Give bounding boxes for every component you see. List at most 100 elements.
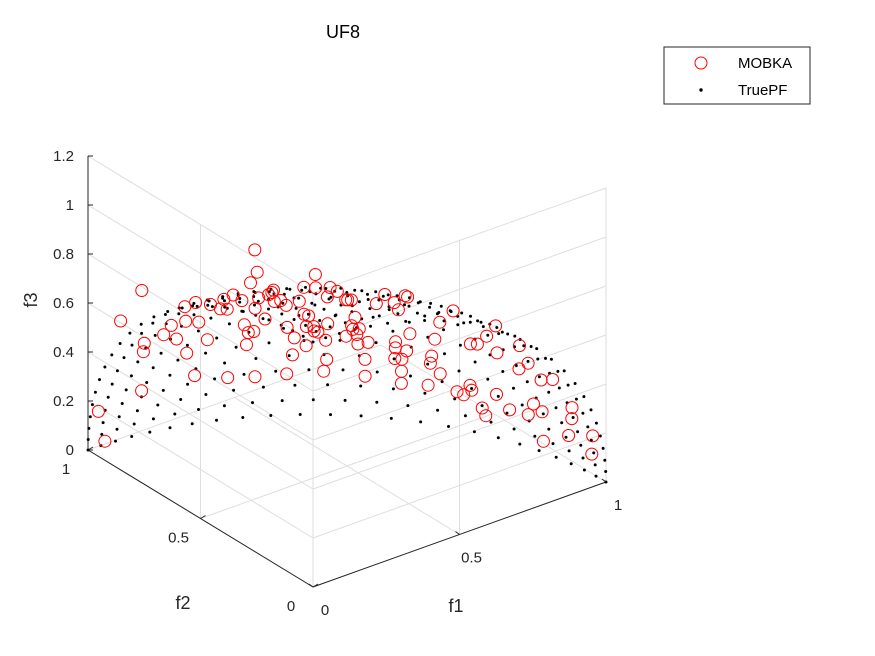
- truepf-point: [357, 300, 361, 304]
- truepf-point: [148, 430, 152, 434]
- truepf-point: [223, 299, 226, 303]
- truepf-point: [479, 320, 483, 324]
- mobka-point: [350, 328, 364, 341]
- truepf-point: [322, 307, 326, 311]
- truepf-point: [598, 434, 602, 438]
- mobka-point: [339, 329, 353, 343]
- truepf-point: [571, 416, 575, 419]
- truepf-point: [232, 388, 236, 392]
- mobka-point: [308, 268, 322, 281]
- truepf-point: [310, 301, 314, 305]
- truepf-point: [567, 449, 571, 453]
- truepf-point: [439, 304, 443, 308]
- truepf-point: [261, 317, 265, 321]
- truepf-point: [500, 330, 504, 334]
- truepf-point: [285, 287, 289, 291]
- truepf-point: [215, 418, 218, 422]
- truepf-point: [375, 400, 379, 404]
- mobka-point: [535, 405, 549, 419]
- truepf-point: [359, 384, 363, 388]
- truepf-point: [304, 285, 307, 289]
- truepf-point: [544, 356, 547, 360]
- mobka-point: [244, 276, 257, 290]
- floor-grid-line-y: [200, 413, 494, 519]
- truepf-point: [124, 388, 128, 392]
- truepf-point: [287, 354, 291, 358]
- mobka-point: [394, 376, 408, 390]
- mobka-point: [425, 349, 439, 363]
- mobka-point: [433, 315, 447, 329]
- truepf-point: [307, 368, 311, 372]
- truepf-point: [556, 369, 560, 373]
- mobka-point: [180, 346, 194, 360]
- y-tick-mark: [200, 515, 206, 519]
- truepf-point: [151, 366, 155, 370]
- truepf-point: [304, 323, 308, 327]
- mobka-point: [217, 292, 231, 306]
- truepf-point: [472, 430, 476, 434]
- mobka-point: [395, 364, 408, 378]
- truepf-point: [505, 411, 509, 415]
- mobka-point: [562, 429, 576, 442]
- truepf-point: [103, 365, 107, 369]
- truepf-point: [301, 334, 305, 338]
- truepf-point: [241, 310, 245, 313]
- mobka-point: [480, 329, 494, 343]
- truepf-point: [282, 326, 285, 330]
- mobka-point: [346, 322, 360, 336]
- truepf-point: [518, 442, 522, 446]
- truepf-point: [536, 357, 540, 361]
- truepf-series: [86, 285, 608, 484]
- mobka-point: [226, 288, 240, 302]
- mobka-point: [280, 320, 294, 334]
- truepf-point: [159, 351, 163, 355]
- truepf-point: [345, 291, 349, 294]
- chart-title: UF8: [326, 22, 360, 42]
- mobka-point: [267, 295, 281, 308]
- truepf-point: [192, 301, 196, 305]
- mobka-point: [235, 294, 249, 308]
- mobka-point: [250, 265, 264, 279]
- truepf-point: [269, 414, 273, 417]
- truepf-point: [166, 310, 170, 313]
- mobka-point: [358, 369, 372, 383]
- truepf-point: [423, 314, 427, 318]
- mobka-point: [280, 367, 294, 381]
- truepf-point: [512, 427, 516, 431]
- truepf-point: [168, 373, 172, 377]
- truepf-point: [541, 412, 545, 416]
- mobka-point: [265, 286, 279, 299]
- legend-mobka-marker: [694, 56, 708, 70]
- mobka-point: [433, 367, 447, 381]
- truepf-point: [180, 324, 183, 328]
- truepf-point: [564, 435, 568, 439]
- z-tick-label: 1.2: [53, 148, 74, 165]
- mobka-point: [297, 280, 311, 294]
- mobka-point: [470, 337, 484, 351]
- mobka-point: [91, 404, 105, 418]
- truepf-point: [437, 311, 441, 314]
- truepf-point: [132, 422, 136, 426]
- truepf-point: [88, 415, 92, 419]
- mobka-series: [91, 243, 600, 461]
- truepf-point: [589, 408, 593, 412]
- truepf-point: [581, 411, 585, 415]
- truepf-point: [163, 313, 167, 316]
- z-tick-label: 0.4: [53, 344, 74, 361]
- mobka-point: [248, 301, 262, 315]
- truepf-point: [151, 417, 155, 421]
- mobka-point: [240, 338, 253, 352]
- mobka-point: [352, 322, 366, 336]
- mobka-point: [536, 434, 550, 448]
- z-tick-label: 0.6: [53, 295, 74, 312]
- truepf-point: [254, 357, 258, 360]
- truepf-point: [222, 404, 226, 408]
- truepf-point: [582, 468, 586, 472]
- truepf-point: [168, 426, 172, 430]
- truepf-point: [173, 412, 177, 416]
- mobka-point: [339, 293, 353, 307]
- truepf-point: [326, 383, 330, 387]
- truepf-point: [185, 343, 189, 347]
- truepf-point: [369, 324, 372, 328]
